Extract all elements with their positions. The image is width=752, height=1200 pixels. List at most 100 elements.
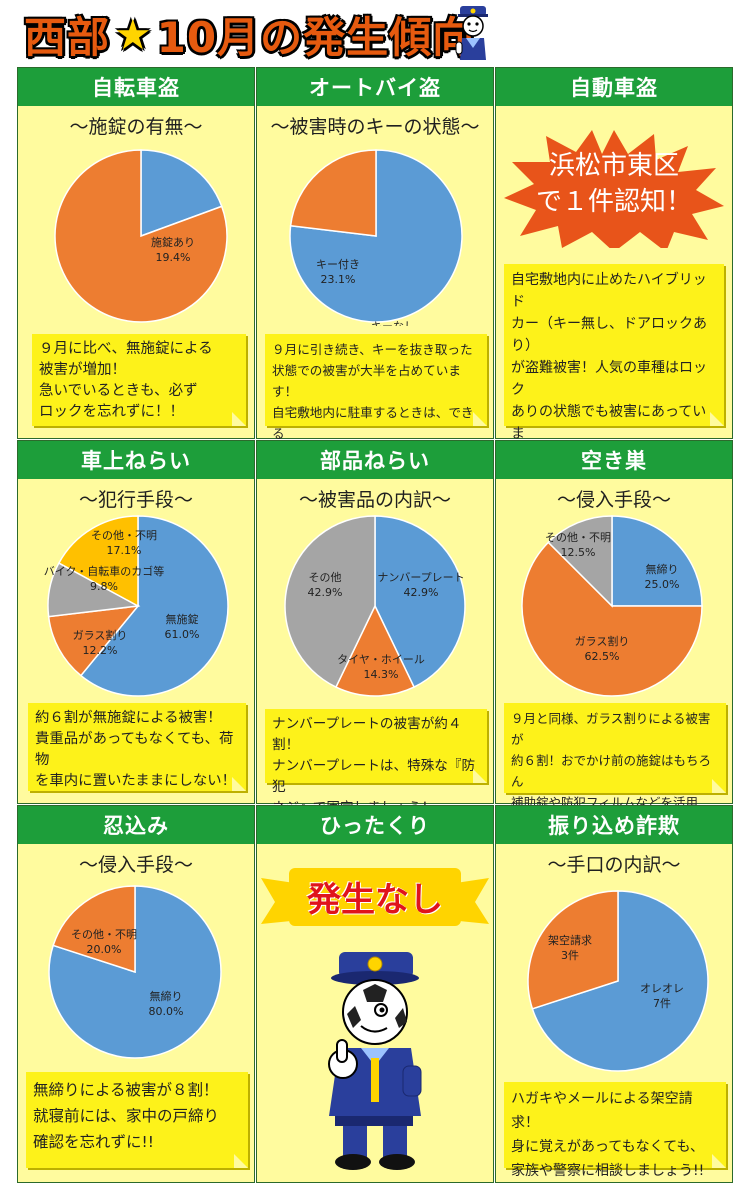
slice-value-label: 19.4% bbox=[156, 251, 191, 264]
ribbon-banner bbox=[261, 868, 489, 926]
note-card: 無締りによる被害が８割！ 就寝前には、家中の戸締り 確認を忘れずに!! bbox=[26, 1072, 248, 1168]
slice-label: ガラス割り bbox=[575, 634, 630, 648]
slice-value-label: 12.5% bbox=[561, 546, 596, 559]
slice-label: ガラス割り bbox=[73, 628, 128, 642]
title-part-b: 10月の発生傾向 bbox=[156, 12, 476, 62]
pie-slice bbox=[374, 515, 466, 689]
panel-burglary: 空き巣 ～侵入手段～ 無締り 25.0% ガラス割り 62.5% その他・不明 12.5%… bbox=[495, 440, 733, 831]
panel-subtitle: ～侵入手段～ bbox=[78, 854, 193, 876]
panel-car-break-in: 車上ねらい ～犯行手段～ 無施錠 61.0% ガラス割り 12.2% バイク・自転車のカ… bbox=[17, 440, 255, 804]
panel-fraud: 振り込め詐欺 ～手口の内訳～ オレオレ 7件 架空請求 3件 ハガキやメールによる架空… bbox=[495, 805, 733, 1183]
pie-slice bbox=[334, 604, 416, 697]
burst-shape bbox=[504, 130, 724, 248]
slice-label: 無締り bbox=[646, 562, 679, 576]
slice-value-label: 80.0% bbox=[149, 1005, 184, 1018]
pie-slice bbox=[547, 515, 613, 608]
panel-title: 空き巣 bbox=[496, 441, 732, 479]
panel-title: 自転車盗 bbox=[18, 68, 254, 106]
pie-chart: 無施錠 61.0% ガラス割り 12.2% バイク・自転車のカゴ等 9.8% その他・不明 1… bbox=[44, 515, 229, 697]
note-card: 自宅敷地内に止めたハイブリッド カー（キー無し、ドアロックあり） が盗難被害！人… bbox=[504, 264, 724, 486]
pie-slice bbox=[54, 149, 228, 323]
slice-value-label: 12.2% bbox=[83, 644, 118, 657]
no-incidents-badge: 発生なし bbox=[307, 880, 443, 920]
slice-value-label: 20.0% bbox=[87, 943, 122, 956]
slice-label: バイク・自転車のカゴ等 bbox=[44, 564, 165, 578]
page-title: 西部 ★ 10月の発生傾向 bbox=[24, 4, 475, 64]
slice-label: 施錠あり bbox=[151, 235, 195, 249]
slice-label: キーなし bbox=[371, 320, 415, 326]
pie-slice bbox=[611, 515, 703, 607]
slice-value-label: 42.9% bbox=[404, 586, 439, 599]
police-mascot-icon bbox=[455, 6, 488, 60]
slice-label: 架空請求 bbox=[548, 933, 592, 947]
panel-title: ひったくり bbox=[257, 806, 493, 844]
panel-snatch: ひったくり 発生なし bbox=[256, 805, 494, 1183]
slice-value-label: 14.3% bbox=[364, 668, 399, 681]
pie-chart: ナンバープレート 42.9% タイヤ・ホイール 14.3% その他 42.9% bbox=[284, 515, 466, 697]
pie-slice bbox=[289, 149, 463, 323]
slice-value-label: 23.1% bbox=[321, 273, 356, 286]
pie-slice bbox=[47, 605, 140, 677]
panel-title: オートバイ盗 bbox=[257, 68, 493, 106]
panel-title: 部品ねらい bbox=[257, 441, 493, 479]
note-card: ９月に引き続き、キーを抜き取った 状態での被害が大半を占めています！ 自宅敷地内… bbox=[265, 334, 487, 462]
note-card: 約６割が無施錠による被害！ 貴重品があってもなくても、荷物 を車内に置いたままに… bbox=[28, 703, 246, 791]
panel-title: 車上ねらい bbox=[18, 441, 254, 479]
slice-label: その他・不明 bbox=[91, 529, 157, 542]
panel-title: 振り込め詐欺 bbox=[496, 806, 732, 844]
note-card: ９月と同様、ガラス割りによる被害が 約６割！おでかけ前の施錠はもちろん 補助錠や… bbox=[504, 703, 726, 831]
pie-slice bbox=[140, 149, 223, 238]
slice-value-label: 9.8% bbox=[90, 580, 118, 593]
note-card: ハガキやメールによる架空請求！ 身に覚えがあってもなくても、 家族や警察に相談し… bbox=[504, 1082, 726, 1179]
burst-text: 浜松市東区 で１件認知！ bbox=[535, 151, 692, 217]
pie-slice bbox=[521, 541, 703, 697]
slice-label: その他 bbox=[309, 571, 342, 584]
slice-value-label: 25.0% bbox=[645, 578, 680, 591]
slice-label: その他・不明 bbox=[71, 928, 137, 941]
panel-night-intrusion: 忍込み ～侵入手段～ 無締り 80.0% その他・不明 20.0% 無締りによる被害が… bbox=[17, 805, 255, 1183]
pie-chart: 無締り 25.0% ガラス割り 62.5% その他・不明 12.5% bbox=[521, 515, 703, 697]
pie-chart: オレオレ 7件 架空請求 3件 bbox=[527, 890, 709, 1072]
pie-slice bbox=[531, 890, 709, 1072]
panel-parts: 部品ねらい ～被害品の内訳～ ナンバープレート 42.9% タイヤ・ホイール 14.3… bbox=[256, 440, 494, 816]
slice-value-label: 61.0% bbox=[165, 628, 200, 641]
slice-label: キー付き bbox=[316, 258, 360, 271]
slice-label: 無締り bbox=[150, 989, 183, 1003]
panel-subtitle: ～犯行手段～ bbox=[78, 489, 193, 511]
panel-subtitle: ～侵入手段～ bbox=[556, 489, 671, 511]
panel-car: 自動車盗 浜松市東区 で１件認知！ 自宅敷地内に止めたハイブリッド カー（キー無… bbox=[495, 67, 733, 486]
note-card: ９月に比べ、無施錠による 被害が増加！ 急いでいるときも、必ず ロックを忘れずに… bbox=[32, 334, 246, 426]
slice-label: タイヤ・ホイール bbox=[337, 653, 425, 666]
slice-label: オレオレ bbox=[640, 982, 684, 995]
slice-label: ナンバープレート bbox=[377, 571, 464, 584]
panel-title: 自動車盗 bbox=[496, 68, 732, 106]
slice-value-label: 17.1% bbox=[107, 544, 142, 557]
slice-value-label: 7件 bbox=[653, 997, 671, 1010]
slice-value-label: 62.5% bbox=[585, 650, 620, 663]
panel-subtitle: ～手口の内訳～ bbox=[547, 854, 681, 876]
pie-chart: 無締り 80.0% その他・不明 20.0% bbox=[48, 885, 222, 1059]
pie-slice bbox=[79, 515, 229, 697]
panel-subtitle: ～被害時のキーの状態～ bbox=[270, 116, 480, 138]
panel-subtitle: ～施錠の有無～ bbox=[69, 116, 203, 138]
pie-slice bbox=[52, 885, 136, 974]
pie-slice bbox=[57, 515, 139, 608]
police-mascot-icon bbox=[328, 952, 422, 1170]
pie-slice bbox=[527, 890, 619, 1010]
panel-subtitle: ～被害品の内訳～ bbox=[298, 489, 451, 511]
star-icon: ★ bbox=[114, 9, 153, 59]
pie-slice bbox=[289, 149, 377, 237]
slice-label: その他・不明 bbox=[545, 531, 611, 544]
slice-value-label: 3件 bbox=[561, 949, 579, 962]
title-part-a: 西部 bbox=[24, 12, 111, 62]
slice-value-label: 42.9% bbox=[308, 586, 343, 599]
slice-label: 無施錠 bbox=[166, 612, 199, 626]
panel-title: 忍込み bbox=[18, 806, 254, 844]
note-card: ナンバープレートの被害が約４割！ ナンバープレートは、特殊な『防犯 ネジ』で固定… bbox=[265, 709, 487, 816]
pie-slice bbox=[284, 515, 376, 689]
